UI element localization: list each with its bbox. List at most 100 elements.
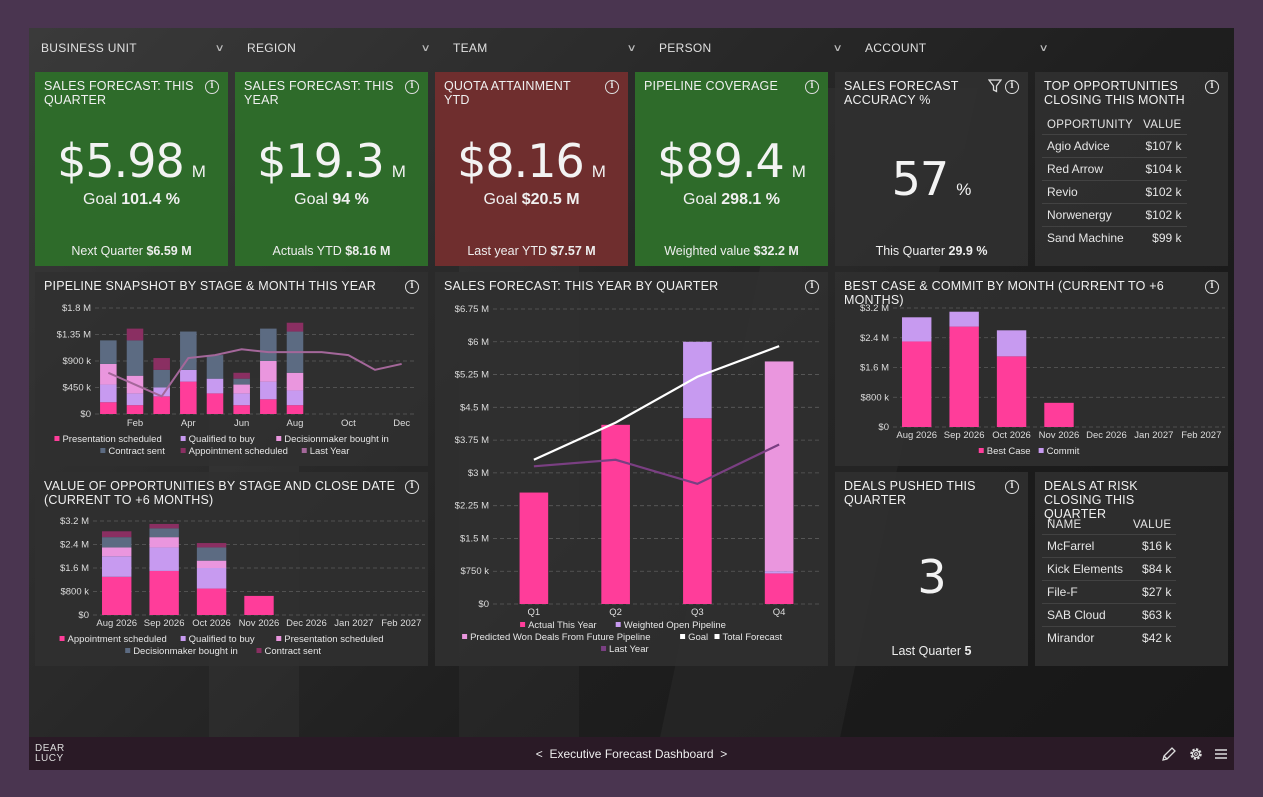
goal-label: Goal — [483, 191, 518, 208]
menu-icon[interactable] — [1213, 746, 1229, 762]
bar-segment — [153, 369, 170, 388]
filter-icon[interactable] — [988, 79, 1002, 93]
info-icon[interactable]: i — [605, 80, 619, 94]
info-icon[interactable]: i — [405, 80, 419, 94]
table-row[interactable]: Norwenergy $102 k — [1042, 203, 1187, 227]
kpi-quota-attainment[interactable]: QUOTA ATTAINMENT YTD i $8.16 M Goal $20.5 M… — [435, 72, 628, 266]
info-icon[interactable]: i — [805, 280, 819, 294]
info-icon[interactable]: i — [1005, 80, 1019, 94]
x-tick-label: Jan 2027 — [334, 618, 373, 629]
tile-title: PIPELINE SNAPSHOT BY STAGE & MONTH THIS … — [44, 279, 377, 293]
legend-label: Presentation scheduled — [62, 434, 161, 445]
bar-segment — [149, 537, 179, 548]
deals-pushed-tile[interactable]: DEALS PUSHED THIS QUARTER i 3 Last Quart… — [835, 472, 1028, 666]
kpi-forecast-accuracy[interactable]: SALES FORECAST ACCURACY % i 57% This Quart… — [835, 72, 1028, 266]
info-icon[interactable]: i — [405, 480, 419, 494]
legend-label: Qualified to buy — [189, 634, 255, 645]
logo-line: DEAR — [35, 743, 65, 754]
legend-label: Qualified to buy — [189, 434, 255, 445]
bar-segment — [196, 560, 227, 568]
deals-at-risk-table: NAME VALUE McFarrel $16 k Kick Elements $84… — [1042, 516, 1177, 649]
table-row[interactable]: SAB Cloud $63 k — [1042, 603, 1177, 627]
info-icon[interactable]: i — [1005, 480, 1019, 494]
bar-segment — [233, 393, 250, 406]
bar-segment — [180, 331, 197, 370]
table-row[interactable]: Agio Advice $107 k — [1042, 134, 1187, 158]
table-row[interactable]: McFarrel $16 k — [1042, 534, 1177, 558]
kpi-footer: Last year YTD $7.57 M — [435, 244, 628, 258]
y-tick-label: $800 k — [60, 587, 89, 598]
legend-swatch — [978, 448, 984, 453]
info-icon[interactable]: i — [1205, 80, 1219, 94]
kpi-sales-forecast-year[interactable]: SALES FORECAST: THIS YEAR i $19.3 M Goal 94… — [235, 72, 428, 266]
y-tick-label: $3 M — [468, 468, 489, 479]
info-icon[interactable]: i — [405, 280, 419, 294]
bar-segment — [196, 588, 227, 615]
table-row[interactable]: Sand Machine $99 k — [1042, 226, 1187, 249]
legend-swatch — [100, 448, 106, 453]
next-dashboard-button[interactable]: > — [720, 747, 728, 761]
kpi-value: $5.98 — [57, 134, 185, 188]
legend-label: Appointment scheduled — [68, 634, 167, 645]
filter-dropdown[interactable]: PERSON ∨ — [659, 28, 854, 68]
filter-dropdown[interactable]: TEAM ∨ — [453, 28, 648, 68]
y-tick-label: $1.6 M — [60, 563, 89, 574]
table-row[interactable]: Revio $102 k — [1042, 180, 1187, 204]
filter-label: TEAM — [453, 41, 488, 55]
pencil-icon[interactable] — [1161, 746, 1177, 762]
info-icon[interactable]: i — [805, 80, 819, 94]
kpi-footer: Actuals YTD $8.16 M — [235, 244, 428, 258]
tile-title: DEALS PUSHED THIS QUARTER — [844, 479, 976, 507]
gear-icon[interactable] — [1188, 746, 1204, 762]
info-icon[interactable]: i — [1205, 280, 1219, 294]
info-icon[interactable]: i — [205, 80, 219, 94]
legend-swatch — [520, 622, 526, 627]
kpi-unit: M — [791, 162, 806, 181]
tile-title: SALES FORECAST: THIS QUARTER — [44, 79, 194, 107]
kpi-sales-forecast-quarter[interactable]: SALES FORECAST: THIS QUARTER i $5.98 M Goal… — [35, 72, 228, 266]
bar-segment — [260, 328, 277, 361]
bar-segment — [102, 547, 132, 557]
table-row[interactable]: Kick Elements $84 k — [1042, 557, 1177, 581]
value-by-stage-chart: $0 $800 k $1.6 M $2.4 M $3.2 M Aug 2026 Sep 20… — [59, 516, 425, 657]
bar-segment — [206, 378, 224, 394]
bar-segment — [102, 576, 132, 615]
column-header: VALUE — [1143, 119, 1182, 131]
bar-segment — [153, 396, 170, 414]
legend-swatch — [54, 436, 60, 441]
bar-segment — [764, 361, 794, 572]
footer-value: $32.2 M — [753, 244, 799, 258]
kpi-pipeline-coverage[interactable]: PIPELINE COVERAGE i $89.4 M Goal 298.1 % Wei… — [635, 72, 828, 266]
legend-label: Last Year — [310, 446, 350, 457]
y-tick-label: $0 — [80, 409, 91, 420]
filter-dropdown[interactable]: ACCOUNT ∨ — [865, 28, 1060, 68]
table-row[interactable]: Red Arrow $104 k — [1042, 157, 1187, 181]
row-name: File-F — [1042, 580, 1129, 604]
x-tick-label: Nov 2026 — [1039, 430, 1080, 441]
y-tick-label: $900 k — [62, 356, 91, 367]
goal-value: 101.4 % — [121, 191, 180, 208]
table-row[interactable]: Mirandor $42 k — [1042, 626, 1177, 649]
x-tick-label: Aug 2026 — [896, 430, 937, 441]
kpi-value: $8.16 — [457, 134, 585, 188]
legend-swatch — [180, 636, 186, 641]
y-tick-label: $1.5 M — [460, 533, 489, 544]
y-tick-label: $0 — [878, 422, 889, 433]
tile-title: SALES FORECAST ACCURACY % — [844, 79, 959, 107]
kpi-unit: M — [191, 162, 206, 181]
filter-dropdown[interactable]: REGION ∨ — [247, 28, 442, 68]
row-name: Norwenergy — [1042, 203, 1139, 227]
bar-segment — [100, 402, 117, 414]
kpi-unit: % — [956, 180, 972, 199]
bar-segment — [260, 399, 277, 414]
legend-swatch — [276, 436, 282, 441]
filter-dropdown[interactable]: BUSINESS UNIT ∨ — [41, 28, 236, 68]
bar-segment — [126, 405, 144, 414]
bar-segment — [149, 570, 179, 615]
x-tick-label: Q3 — [691, 607, 704, 618]
x-tick-label: Q4 — [773, 607, 786, 618]
x-tick-label: Oct 2026 — [992, 430, 1031, 441]
prev-dashboard-button[interactable]: < — [535, 747, 543, 761]
table-row[interactable]: File-F $27 k — [1042, 580, 1177, 604]
footer-label: Actuals YTD — [272, 244, 342, 258]
